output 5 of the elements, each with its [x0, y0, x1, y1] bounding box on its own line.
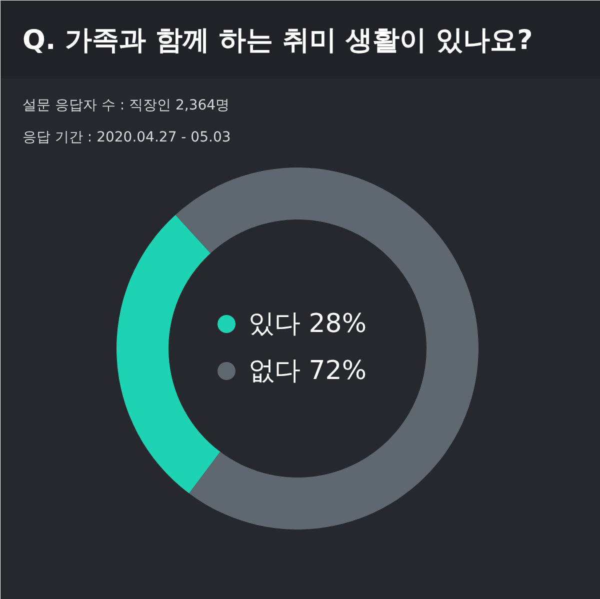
legend-label: 있다 28%	[248, 309, 367, 339]
text: 응답 기간 : 2020.04.27 - 05.03	[22, 130, 231, 146]
chart-title: Q. 가족과 함께 하는 취미 생활이 있나요?	[22, 25, 533, 56]
legend-label: 없다 72%	[248, 356, 367, 386]
chart-subtitle: 설문 응답자 수 : 직장인 2,364명	[22, 98, 230, 114]
